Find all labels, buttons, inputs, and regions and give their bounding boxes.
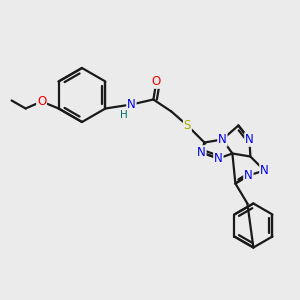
Text: N: N xyxy=(244,169,253,182)
Text: N: N xyxy=(260,164,269,177)
Text: N: N xyxy=(197,146,206,159)
Text: O: O xyxy=(37,95,46,108)
Text: S: S xyxy=(184,119,191,132)
Text: N: N xyxy=(218,133,227,146)
Text: N: N xyxy=(127,98,136,111)
Text: N: N xyxy=(214,152,223,165)
Text: N: N xyxy=(245,133,254,146)
Text: O: O xyxy=(152,75,161,88)
Text: H: H xyxy=(119,110,127,121)
